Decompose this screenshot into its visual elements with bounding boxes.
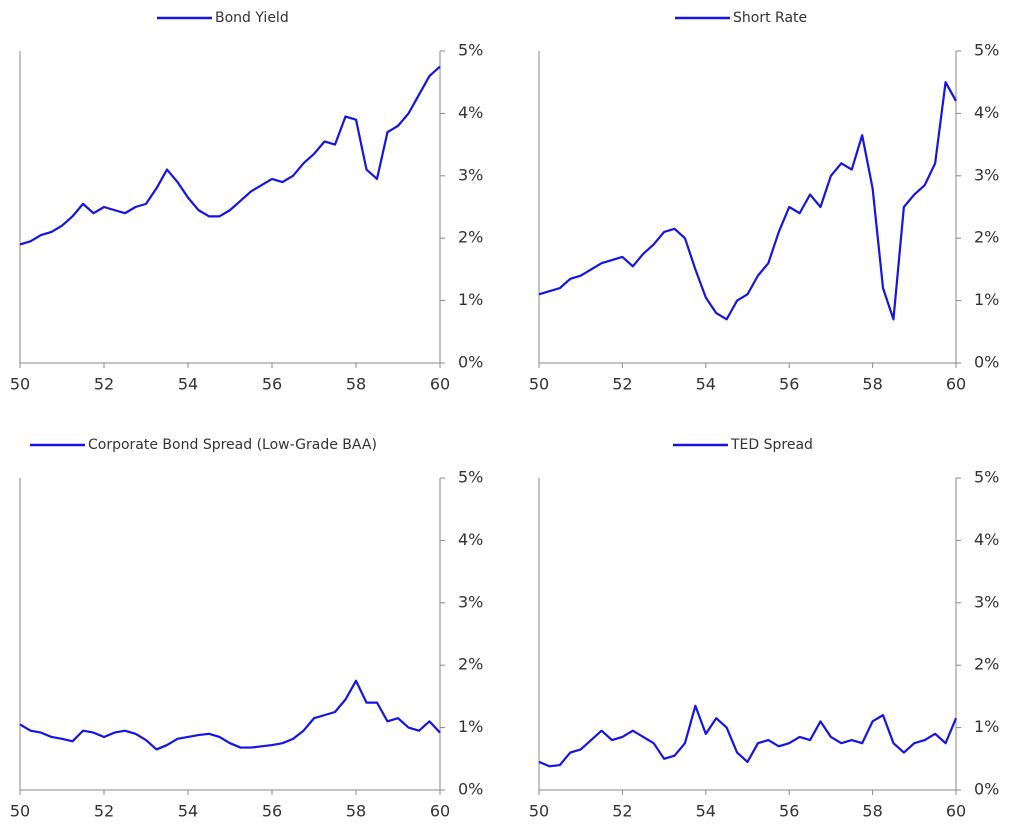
y-tick-label: 3% <box>458 165 483 184</box>
x-tick-label: 50 <box>10 375 30 394</box>
x-tick-label: 56 <box>262 802 282 821</box>
series-line <box>19 65 441 246</box>
y-tick-label: 1% <box>974 290 999 309</box>
y-tick-label: 1% <box>974 717 999 736</box>
x-tick-label: 60 <box>946 802 966 821</box>
x-tick-label: 50 <box>529 375 549 394</box>
y-tick-label: 3% <box>974 592 999 611</box>
y-tick-label: 5% <box>974 41 999 60</box>
y-tick-label: 4% <box>458 530 483 549</box>
y-tick-label: 2% <box>458 228 483 247</box>
y-tick-label: 2% <box>974 228 999 247</box>
y-tick-label: 5% <box>458 468 483 487</box>
y-tick-label: 5% <box>974 468 999 487</box>
x-tick-label: 56 <box>779 375 799 394</box>
x-tick-label: 60 <box>430 375 450 394</box>
series-line <box>538 81 957 321</box>
x-tick-label: 58 <box>346 375 366 394</box>
y-tick-label: 0% <box>974 353 999 372</box>
y-tick-label: 0% <box>974 780 999 799</box>
series-line <box>538 704 958 768</box>
legend-label: Short Rate <box>733 10 807 26</box>
x-tick-label: 56 <box>262 375 282 394</box>
x-tick-label: 52 <box>94 375 114 394</box>
x-tick-label: 54 <box>178 802 198 821</box>
x-tick-label: 54 <box>696 375 716 394</box>
y-tick-label: 4% <box>974 103 999 122</box>
y-tick-label: 1% <box>458 290 483 309</box>
legend-label: Bond Yield <box>215 10 289 26</box>
x-tick-label: 50 <box>529 802 549 821</box>
y-tick-label: 5% <box>458 41 483 60</box>
y-tick-label: 0% <box>458 353 483 372</box>
x-tick-label: 60 <box>946 375 966 394</box>
series-line <box>19 679 441 751</box>
x-tick-label: 56 <box>779 802 799 821</box>
y-tick-label: 4% <box>974 530 999 549</box>
x-tick-label: 52 <box>612 802 632 821</box>
y-tick-label: 3% <box>974 165 999 184</box>
x-tick-label: 58 <box>862 802 882 821</box>
x-tick-label: 54 <box>696 802 716 821</box>
x-tick-label: 58 <box>346 802 366 821</box>
y-tick-label: 3% <box>458 592 483 611</box>
legend-label: TED Spread <box>730 437 813 453</box>
legend-label: Corporate Bond Spread (Low-Grade BAA) <box>88 437 377 453</box>
x-tick-label: 52 <box>94 802 114 821</box>
x-tick-label: 58 <box>862 375 882 394</box>
y-tick-label: 1% <box>458 717 483 736</box>
x-tick-label: 54 <box>178 375 198 394</box>
x-tick-label: 60 <box>430 802 450 821</box>
y-tick-label: 2% <box>458 655 483 674</box>
y-tick-label: 4% <box>458 103 483 122</box>
x-tick-label: 52 <box>612 375 632 394</box>
y-tick-label: 2% <box>974 655 999 674</box>
y-tick-label: 0% <box>458 780 483 799</box>
x-tick-label: 50 <box>10 802 30 821</box>
